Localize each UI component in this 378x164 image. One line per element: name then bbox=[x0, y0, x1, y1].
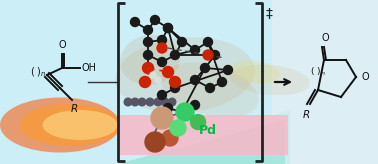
Circle shape bbox=[154, 98, 162, 106]
Text: R: R bbox=[302, 110, 310, 120]
Polygon shape bbox=[118, 110, 290, 164]
Circle shape bbox=[150, 72, 156, 78]
Ellipse shape bbox=[120, 35, 180, 85]
Circle shape bbox=[168, 98, 176, 106]
Circle shape bbox=[200, 63, 209, 72]
Circle shape bbox=[191, 75, 200, 84]
Circle shape bbox=[155, 77, 161, 83]
Circle shape bbox=[176, 103, 194, 121]
Circle shape bbox=[170, 120, 186, 136]
Circle shape bbox=[191, 101, 200, 110]
Ellipse shape bbox=[230, 61, 280, 83]
Circle shape bbox=[223, 65, 232, 74]
Text: OH: OH bbox=[81, 63, 96, 73]
Circle shape bbox=[170, 83, 180, 92]
Bar bbox=[118, 115, 288, 155]
Circle shape bbox=[130, 18, 139, 27]
Circle shape bbox=[203, 50, 213, 60]
Text: O: O bbox=[58, 40, 66, 50]
Circle shape bbox=[169, 76, 181, 88]
Circle shape bbox=[217, 78, 226, 86]
Circle shape bbox=[211, 51, 220, 60]
Ellipse shape bbox=[0, 98, 120, 153]
Circle shape bbox=[203, 38, 212, 47]
Circle shape bbox=[191, 114, 206, 130]
Ellipse shape bbox=[20, 104, 120, 146]
Circle shape bbox=[158, 35, 166, 44]
Bar bbox=[272, 0, 378, 164]
Text: Pd: Pd bbox=[199, 123, 217, 136]
Circle shape bbox=[151, 107, 173, 129]
Circle shape bbox=[158, 58, 166, 66]
Circle shape bbox=[164, 23, 172, 32]
Text: ‡: ‡ bbox=[266, 7, 273, 21]
Ellipse shape bbox=[115, 37, 255, 113]
Circle shape bbox=[144, 38, 152, 47]
Circle shape bbox=[163, 66, 174, 78]
Ellipse shape bbox=[161, 63, 259, 117]
Ellipse shape bbox=[42, 110, 118, 140]
Circle shape bbox=[124, 98, 132, 106]
Circle shape bbox=[138, 98, 146, 106]
Circle shape bbox=[164, 23, 172, 32]
Circle shape bbox=[144, 25, 152, 34]
Text: R: R bbox=[70, 104, 77, 114]
Text: O: O bbox=[361, 72, 369, 82]
Circle shape bbox=[145, 132, 165, 152]
Text: O: O bbox=[321, 33, 329, 43]
Circle shape bbox=[191, 45, 200, 54]
Circle shape bbox=[157, 43, 167, 53]
Circle shape bbox=[178, 107, 186, 116]
Text: $(\  )_n$: $(\ )_n$ bbox=[310, 66, 325, 78]
Circle shape bbox=[131, 98, 139, 106]
Circle shape bbox=[161, 98, 169, 106]
Circle shape bbox=[139, 76, 150, 88]
Circle shape bbox=[158, 91, 166, 100]
Circle shape bbox=[144, 51, 152, 60]
Circle shape bbox=[178, 38, 186, 47]
Circle shape bbox=[162, 130, 178, 146]
Polygon shape bbox=[118, 120, 285, 164]
Circle shape bbox=[164, 103, 172, 113]
Circle shape bbox=[150, 16, 160, 24]
Ellipse shape bbox=[230, 65, 310, 95]
Circle shape bbox=[206, 83, 214, 92]
Circle shape bbox=[143, 62, 153, 73]
Circle shape bbox=[170, 51, 180, 60]
Text: $(\  )_n$: $(\ )_n$ bbox=[30, 65, 47, 79]
Circle shape bbox=[146, 98, 154, 106]
